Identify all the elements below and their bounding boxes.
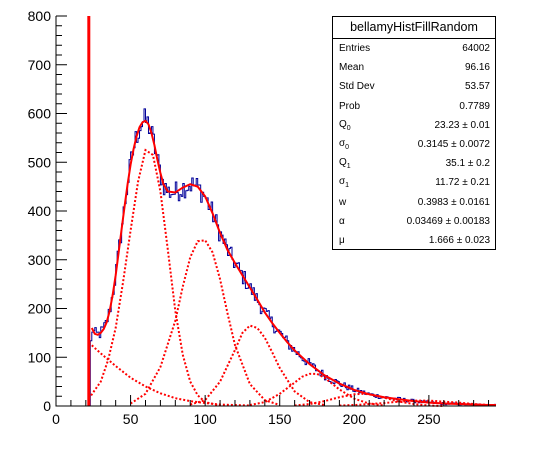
y-tick-label: 600 [28, 106, 52, 122]
stats-row: α 0.03469 ± 0.00183 [333, 212, 495, 231]
stats-value: 1.666 ± 0.023 [428, 234, 490, 246]
stats-label: Mean [339, 62, 365, 74]
stats-label: α [339, 215, 345, 227]
x-tick-label: 200 [343, 411, 367, 427]
stats-value: 0.7789 [459, 100, 490, 112]
stats-label: μ [339, 234, 345, 246]
x-tick-label: 100 [193, 411, 217, 427]
stats-title: bellamyHistFillRandom [333, 17, 495, 39]
stats-label: Q0 [339, 118, 351, 132]
stats-value: 0.3983 ± 0.0161 [417, 196, 490, 208]
y-tick-label: 500 [28, 154, 52, 170]
stats-label: w [339, 196, 347, 208]
fit-curve-group [87, 16, 496, 407]
stats-value: 11.72 ± 0.21 [435, 177, 490, 189]
stats-label: σ1 [339, 176, 350, 190]
stats-label: Q1 [339, 157, 351, 171]
stats-label: σ0 [339, 138, 350, 152]
stats-rows: Entries 64002 Mean 96.16 Std Dev 53.57 Prob 0.7… [333, 39, 495, 250]
stats-value: 0.03469 ± 0.00183 [406, 215, 490, 227]
stats-row: Entries 64002 [333, 39, 495, 58]
stats-label: Std Dev [339, 81, 375, 93]
stats-value: 96.16 [464, 62, 490, 74]
stats-value: 53.57 [464, 81, 490, 93]
stats-label: Entries [339, 43, 371, 55]
stats-box: bellamyHistFillRandom Entries 64002 Mean 96… [332, 16, 496, 250]
stats-row: Q0 23.23 ± 0.01 [333, 116, 495, 135]
x-tick-label: 250 [417, 411, 441, 427]
x-tick-label: 150 [268, 411, 292, 427]
stats-value: 35.1 ± 0.2 [445, 158, 490, 170]
fit-curve [90, 119, 496, 407]
stats-row: Q1 35.1 ± 0.2 [333, 154, 495, 173]
stats-row: σ1 11.72 ± 0.21 [333, 173, 495, 192]
fit-component-3 [189, 324, 325, 407]
y-tick-label: 100 [28, 349, 52, 365]
fit-component-1 [87, 148, 221, 407]
stats-value: 0.3145 ± 0.0072 [417, 139, 490, 151]
stats-row: w 0.3983 ± 0.0161 [333, 193, 495, 212]
stats-row: Prob 0.7789 [333, 97, 495, 116]
fit-component-2 [130, 239, 281, 406]
y-tick-label: 300 [28, 252, 52, 268]
stats-label: Prob [339, 100, 361, 112]
y-tick-label: 0 [43, 398, 51, 414]
stats-row: μ 1.666 ± 0.023 [333, 231, 495, 250]
stats-row: Std Dev 53.57 [333, 77, 495, 96]
fit-component-4 [249, 372, 385, 407]
stats-row: σ0 0.3145 ± 0.0072 [333, 135, 495, 154]
stats-value: 23.23 ± 0.01 [434, 119, 490, 131]
stats-value: 64002 [462, 43, 490, 55]
axes: 0 50 100 150 200 250 0 100 200 300 400 500 600 700 800 [28, 8, 496, 427]
fit-component-0 [88, 341, 250, 407]
y-tick-label: 200 [28, 301, 52, 317]
x-tick-label: 50 [123, 411, 139, 427]
y-tick-label: 800 [28, 8, 52, 24]
y-tick-label: 700 [28, 57, 52, 73]
x-tick-label: 0 [52, 411, 60, 427]
stats-row: Mean 96.16 [333, 58, 495, 77]
y-tick-label: 400 [28, 203, 52, 219]
